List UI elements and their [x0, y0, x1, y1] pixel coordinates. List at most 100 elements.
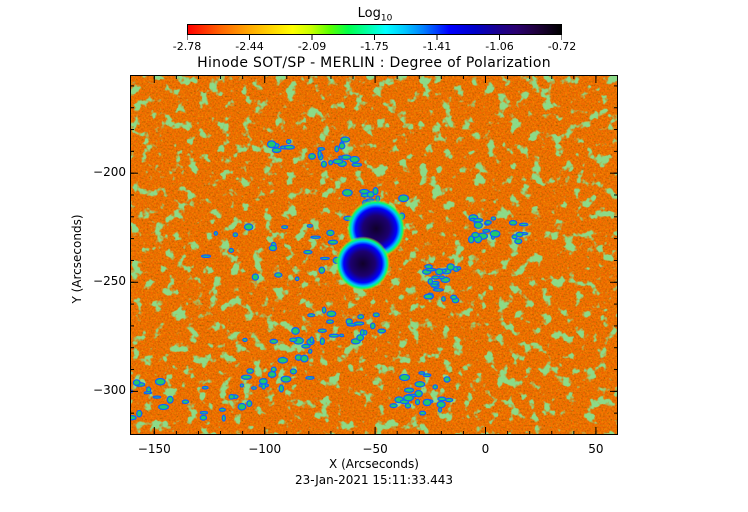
polarization-patch — [246, 400, 253, 408]
polarization-patch — [309, 336, 315, 344]
x-tick-label: 50 — [588, 442, 604, 456]
colorbar-tick-label: -2.44 — [235, 40, 264, 53]
polarization-patch — [377, 328, 387, 334]
polarization-patch — [277, 356, 289, 364]
polarization-patch — [328, 333, 340, 338]
polarization-patch — [305, 376, 315, 380]
x-tick-label: −50 — [362, 442, 388, 456]
polarization-patch — [307, 313, 316, 318]
polarization-patch — [414, 398, 421, 406]
polarization-patch — [438, 275, 446, 280]
polarization-patch — [306, 223, 313, 228]
polarization-patch — [432, 384, 438, 390]
polarization-patch — [326, 310, 337, 318]
polarization-patch — [221, 414, 226, 422]
colorbar-tick-label: -2.78 — [172, 40, 202, 53]
polarization-patch — [351, 162, 363, 167]
polarization-patch — [441, 296, 446, 302]
polarization-image — [131, 76, 617, 434]
polarization-patch — [158, 403, 169, 411]
polarization-patch — [270, 366, 277, 373]
polarization-patch — [514, 238, 523, 245]
sunspot — [335, 236, 391, 291]
polarization-patch — [181, 399, 190, 405]
polarization-patch — [349, 155, 360, 164]
polarization-patch — [258, 378, 268, 385]
polarization-patch — [143, 391, 153, 395]
polarization-patch — [414, 381, 426, 388]
colorbar — [187, 24, 562, 35]
polarization-patch — [266, 140, 277, 149]
polarization-patch — [237, 402, 247, 411]
polarization-patch — [328, 159, 334, 166]
polarization-patch — [435, 268, 444, 276]
polarization-patch — [320, 160, 328, 168]
polarization-patch — [372, 312, 380, 318]
polarization-patch — [508, 219, 518, 226]
polarization-patch — [308, 153, 317, 160]
y-axis-title: Y (Arcseconds) — [70, 214, 84, 304]
polarization-patch — [319, 337, 325, 346]
polarization-patch — [232, 232, 239, 238]
polarization-patch — [243, 223, 254, 231]
polarization-patch — [319, 256, 330, 261]
polarization-patch — [310, 235, 321, 239]
polarization-patch — [456, 266, 462, 271]
polarization-patch — [450, 294, 458, 300]
polarization-map — [130, 75, 618, 435]
polarization-patch — [291, 327, 300, 335]
polarization-patch — [280, 375, 292, 383]
timestamp: 23-Jan-2021 15:11:33.443 — [294, 473, 454, 487]
polarization-patch — [154, 377, 166, 386]
polarization-patch — [389, 403, 398, 409]
polarization-patch — [317, 150, 322, 158]
polarization-patch — [283, 144, 295, 150]
polarization-patch — [289, 337, 298, 343]
polarization-patch — [472, 218, 484, 223]
polarization-patch — [471, 231, 480, 239]
x-tick-label: −150 — [137, 442, 171, 456]
polarization-patch — [152, 395, 162, 399]
polarization-patch — [274, 272, 283, 278]
polarization-patch — [511, 234, 518, 240]
polarization-patch — [136, 409, 143, 418]
polarization-patch — [338, 155, 343, 159]
polarization-patch — [326, 319, 335, 324]
y-tick-label: −200 — [93, 165, 126, 180]
x-tick-label: −100 — [248, 442, 282, 456]
polarization-patch — [484, 220, 492, 225]
polarization-patch — [318, 266, 326, 274]
polarization-patch — [490, 216, 497, 221]
plot-title: Hinode SOT/SP - MERLIN : Degree of Polar… — [197, 55, 551, 71]
polarization-patch — [166, 395, 174, 404]
polarization-patch — [289, 368, 297, 375]
polarization-patch — [242, 337, 248, 343]
polarization-patch — [240, 374, 252, 380]
polarization-patch — [294, 276, 300, 282]
polarization-patch — [301, 343, 311, 349]
axis-ticks — [130, 75, 618, 435]
polarization-patch — [251, 386, 257, 390]
polarization-patch — [357, 314, 365, 320]
colorbar-tick-label: -1.41 — [422, 40, 452, 53]
x-tick-label: 0 — [481, 442, 490, 456]
colorbar-tick-label: -0.72 — [547, 40, 577, 53]
polarization-patch — [372, 187, 379, 196]
polarization-patch — [422, 398, 432, 407]
polarization-patch — [443, 376, 451, 383]
polarization-patch — [489, 230, 501, 238]
polarization-patch — [418, 371, 426, 375]
polarization-patch — [422, 373, 432, 378]
colorbar-tick-label: -2.09 — [297, 40, 327, 53]
polarization-patch — [356, 334, 365, 342]
y-tick-label: −300 — [93, 383, 126, 398]
polarization-patch — [246, 368, 254, 374]
polarization-patch — [425, 267, 437, 272]
polarization-patch — [321, 306, 327, 314]
polarization-patch — [326, 229, 335, 237]
colorbar-tick-label: -1.06 — [485, 40, 514, 53]
polarization-patch — [339, 333, 345, 338]
polarization-patch — [341, 188, 353, 197]
polarization-patch — [317, 328, 327, 333]
polarization-patch — [427, 278, 434, 285]
